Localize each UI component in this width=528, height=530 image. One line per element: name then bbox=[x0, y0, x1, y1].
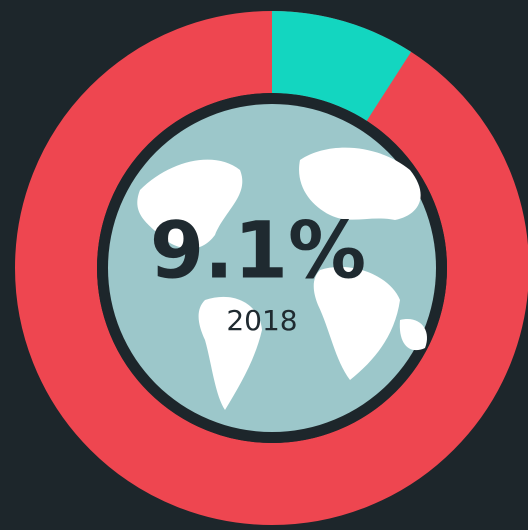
continents bbox=[137, 147, 428, 410]
continent bbox=[137, 159, 243, 249]
donut-segment bbox=[272, 11, 412, 121]
continent bbox=[299, 147, 421, 220]
subtitle: 2018 bbox=[226, 304, 297, 337]
marks bbox=[272, 11, 412, 121]
continent bbox=[198, 296, 262, 410]
value-label: 9.1% bbox=[150, 206, 366, 296]
continent bbox=[399, 319, 428, 351]
continent bbox=[313, 266, 400, 380]
